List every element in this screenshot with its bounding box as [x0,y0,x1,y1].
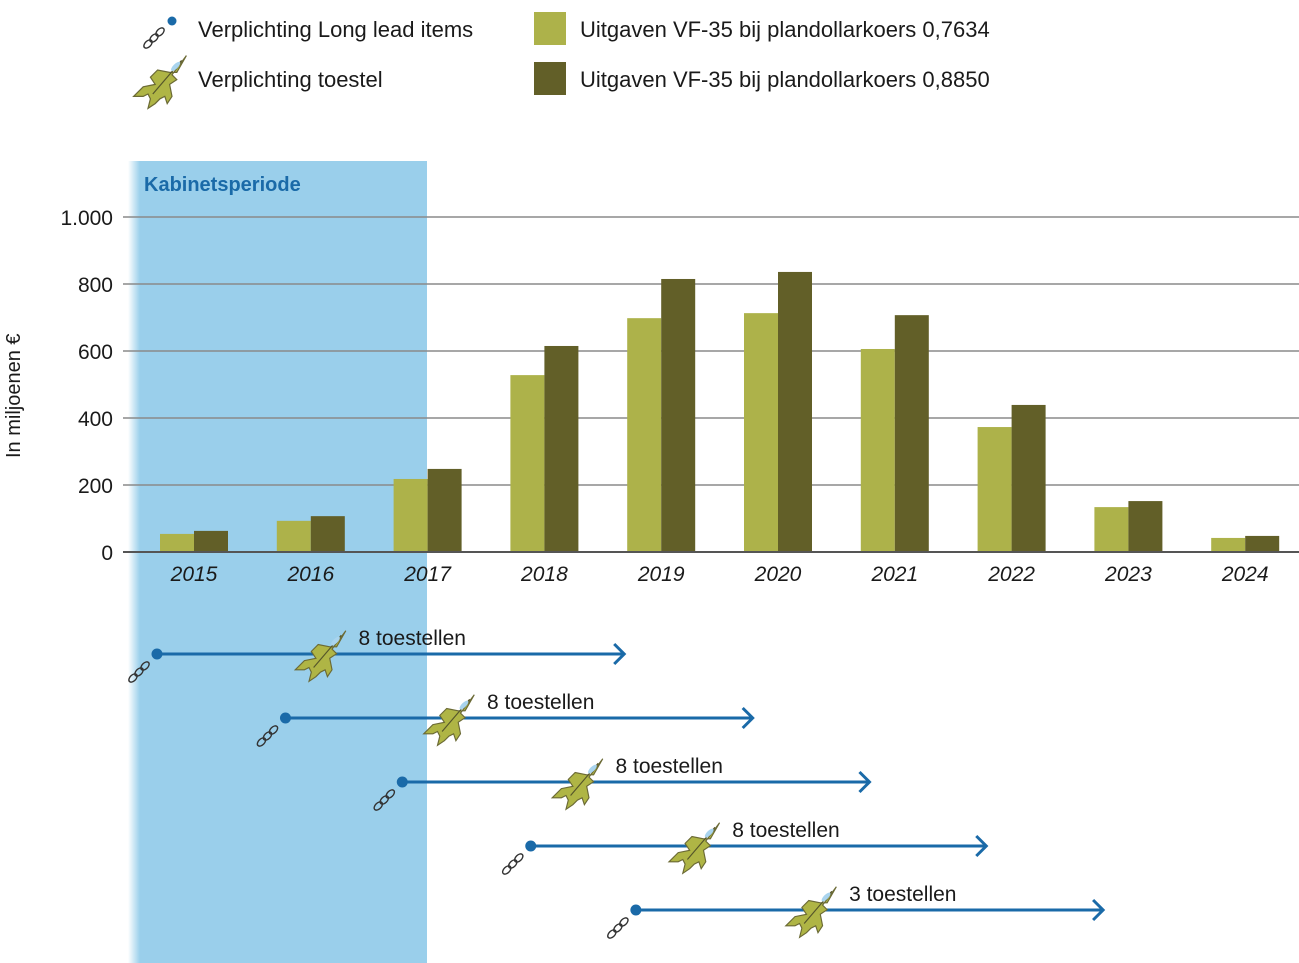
y-tick-label: 1.000 [60,207,113,230]
start-dot [630,904,642,916]
jet-icon [668,822,721,874]
bar-2016-series-2 [310,516,345,552]
timeline-row: 3 toestellen [605,883,1106,941]
y-tick-label: 600 [78,341,113,364]
bar-2021-series-1 [860,348,895,552]
start-dot [279,712,291,724]
y-tick-label: 0 [101,542,113,565]
legend-toestel-label: Verplichting toestel [198,67,383,92]
arrow-head-icon [613,642,627,666]
x-tick-label: 2019 [637,563,685,586]
x-tick-label: 2015 [170,563,218,586]
chain-icon [605,915,631,941]
y-tick-label: 200 [78,475,113,498]
legend: Verplichting Long lead items Verplichtin… [133,12,990,110]
x-axis-ticks: 2015 2016 2017 2018 2019 2020 2021 2022 2023 2024 [170,563,1269,586]
legend-long-lead-label: Verplichting Long lead items [198,17,473,42]
start-dot [525,840,537,852]
bar-2017-series-2 [427,468,462,552]
jet-icon [423,694,475,746]
timeline-label: 8 toestellen [615,755,722,778]
bar-2022-series-1 [977,427,1012,552]
x-tick-label: 2022 [987,563,1035,586]
y-tick-label: 800 [78,274,113,297]
legend-chain-icon [141,16,177,51]
bar-2020-series-2 [778,271,812,552]
bar-2015-series-2 [194,530,228,552]
bar-2022-series-2 [1011,404,1046,552]
y-axis-label: In miljoenen € [3,333,25,458]
bar-2015-series-1 [160,533,194,552]
x-tick-label: 2021 [870,563,918,586]
bar-2019-series-1 [627,318,662,552]
timeline-row: 8 toestellen [500,819,989,877]
bar-2016-series-1 [276,520,311,552]
x-tick-label: 2018 [520,563,568,586]
bar-2024-series-2 [1245,535,1280,552]
arrow-head-icon [741,706,755,730]
start-dot [396,776,408,788]
bar-2020-series-1 [744,313,778,552]
start-dot [151,648,163,660]
arrow-head-icon [858,770,872,794]
timelines: 8 toestellen 8 toestellen 8 toestellen 8 to… [126,627,1106,941]
timeline-row: 8 toestellen [371,755,872,813]
arrow-head-icon [975,834,989,858]
timeline-row: 8 toestellen [126,627,627,685]
timeline-label: 8 toestellen [732,819,839,842]
legend-series-light-label: Uitgaven VF-35 bij plandollarkoers 0,763… [580,17,990,42]
timeline-label: 8 toestellen [359,627,466,650]
legend-swatch-light [534,12,566,45]
x-tick-label: 2024 [1221,563,1269,586]
bar-2019-series-2 [661,278,696,552]
legend-swatch-dark [534,62,566,95]
timeline-label: 8 toestellen [487,691,594,714]
jet-icon [785,886,837,938]
bar-2017-series-1 [393,478,428,552]
arrow-head-icon [1092,898,1106,922]
chain-icon [500,851,526,877]
y-tick-label: 400 [78,408,113,431]
timeline-row: 8 toestellen [255,691,755,749]
x-tick-label: 2020 [754,563,802,586]
legend-series-dark-label: Uitgaven VF-35 bij plandollarkoers 0,885… [580,67,990,92]
bar-2023-series-1 [1094,507,1129,552]
bar-2024-series-1 [1211,537,1246,552]
y-axis-ticks: 0 200 400 600 800 1.000 [60,207,113,565]
bar-2023-series-2 [1128,501,1163,552]
legend-jet-icon [133,54,187,110]
kabinetsperiode-label: Kabinetsperiode [144,174,301,196]
bar-2018-series-1 [510,375,545,552]
timeline-label: 3 toestellen [849,883,956,906]
x-tick-label: 2016 [286,563,334,586]
bar-2021-series-2 [894,315,929,552]
x-tick-label: 2017 [403,563,452,586]
jet-icon [551,758,604,810]
kabinetsperiode-band [128,161,427,963]
x-tick-label: 2023 [1104,563,1152,586]
bars [123,271,1299,553]
bar-2018-series-2 [544,345,579,552]
